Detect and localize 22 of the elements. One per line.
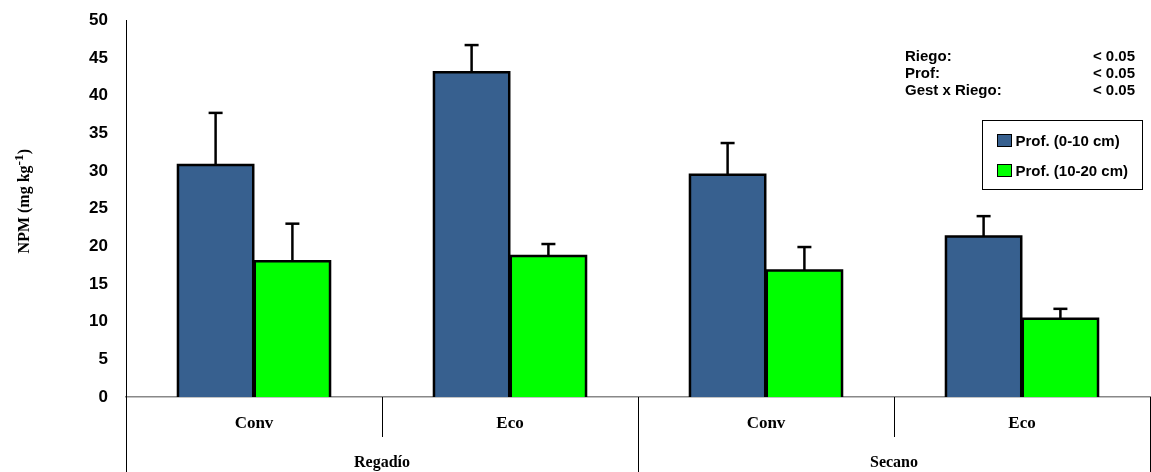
legend-label: Prof. (10-20 cm) (1015, 161, 1128, 179)
text: Secano (870, 453, 918, 471)
x-tick-label: Conv (234, 412, 274, 432)
text: Regadío (354, 453, 410, 472)
y-tick-label: 25 (89, 198, 108, 218)
y-tick-label: 15 (89, 273, 108, 293)
y-tick-label: 35 (89, 122, 108, 142)
text: Riego: < 0.05 (905, 47, 1135, 64)
y-tick-label: 20 (89, 235, 108, 255)
y-tick-label: 5 (98, 349, 108, 369)
text: Gest x Riego: < 0.05 (905, 81, 1135, 98)
y-tick-label: 50 (89, 9, 108, 29)
y-tick-label: 30 (89, 160, 108, 180)
y-tick-label: 40 (89, 85, 108, 105)
y-tick-label: 45 (89, 47, 108, 67)
text: Prof: < 0.05 (905, 64, 1135, 81)
y-tick-label: 0 (98, 386, 108, 406)
x-tick-label: Eco (1008, 412, 1036, 432)
y-tick-label: 10 (89, 311, 108, 331)
x-tick-label: Conv (746, 412, 786, 432)
x-tick-label: Eco (496, 412, 524, 432)
legend-label: Prof. (0-10 cm) (1015, 131, 1120, 149)
